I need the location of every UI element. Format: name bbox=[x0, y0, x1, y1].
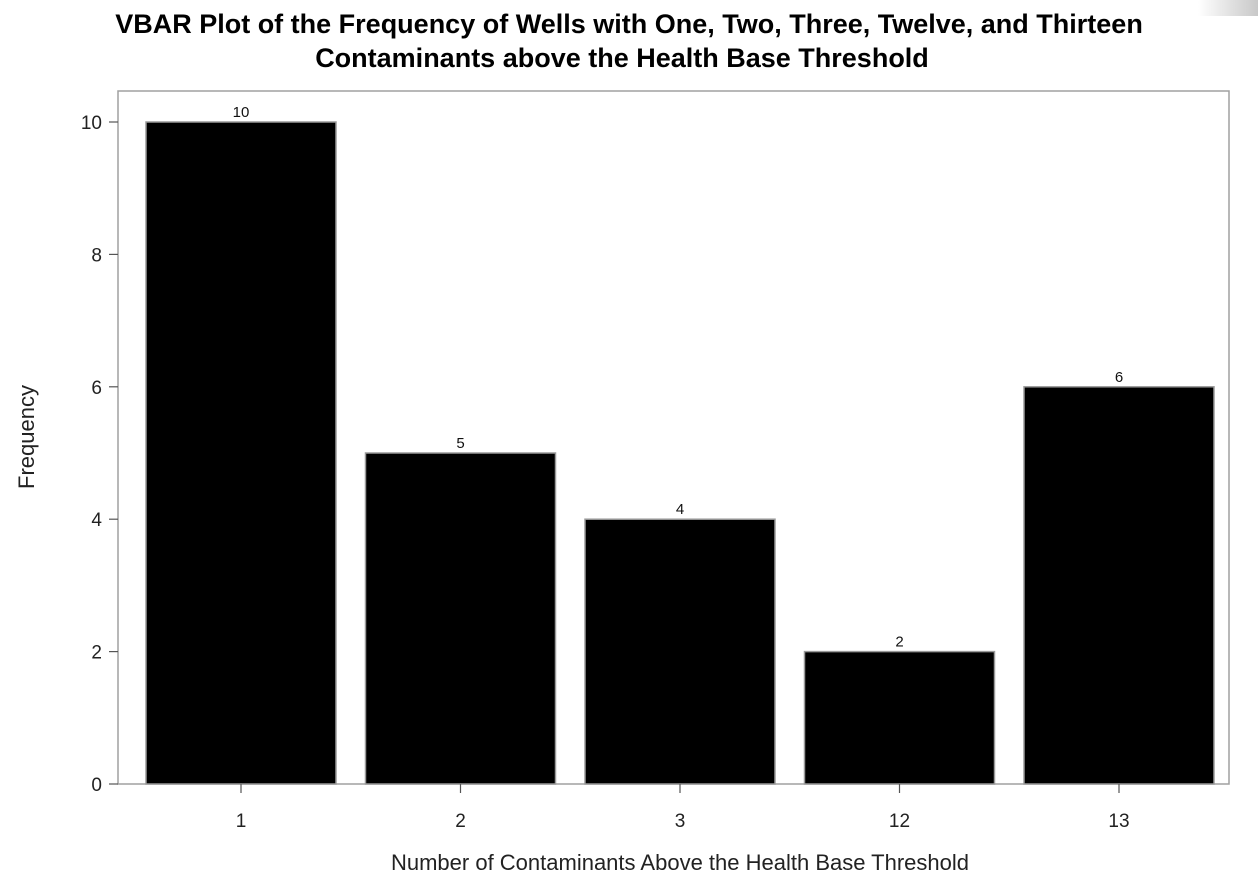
x-tick-label-13: 13 bbox=[1108, 811, 1129, 832]
y-tick-label-6: 6 bbox=[91, 378, 102, 399]
y-tick-label-0: 0 bbox=[91, 775, 102, 796]
chart-title: VBAR Plot of the Frequency of Wells with… bbox=[115, 9, 1143, 39]
y-axis-label: Frequency bbox=[14, 385, 39, 489]
y-tick-label-2: 2 bbox=[91, 643, 102, 664]
x-tick-label-2: 2 bbox=[455, 811, 466, 832]
x-axis: 1 2 3 12 13 bbox=[236, 784, 1130, 832]
y-tick-label-8: 8 bbox=[91, 245, 102, 266]
bar-2 bbox=[364, 452, 557, 785]
y-tick-label-10: 10 bbox=[81, 113, 102, 134]
x-tick-label-12: 12 bbox=[889, 811, 910, 832]
y-axis: 0 2 4 6 8 10 bbox=[81, 113, 118, 796]
window-corner-shade bbox=[1198, 0, 1258, 16]
bars-group bbox=[145, 121, 1215, 785]
x-tick-label-3: 3 bbox=[675, 811, 686, 832]
bar-13 bbox=[1023, 386, 1215, 785]
data-labels-group: 10 5 4 2 6 bbox=[233, 104, 1124, 651]
x-axis-label: Number of Contaminants Above the Health … bbox=[391, 850, 969, 875]
chart-subtitle: Contaminants above the Health Base Thres… bbox=[315, 43, 929, 73]
y-tick-label-4: 4 bbox=[91, 510, 102, 531]
bar-12 bbox=[803, 650, 996, 785]
x-tick-label-1: 1 bbox=[236, 811, 247, 832]
bar-3 bbox=[584, 518, 776, 785]
data-label-1: 10 bbox=[233, 104, 250, 121]
data-label-13: 6 bbox=[1115, 369, 1123, 386]
bar-1 bbox=[145, 121, 337, 785]
data-label-2: 5 bbox=[456, 435, 464, 452]
data-label-3: 4 bbox=[676, 501, 684, 518]
data-label-12: 2 bbox=[895, 634, 903, 651]
